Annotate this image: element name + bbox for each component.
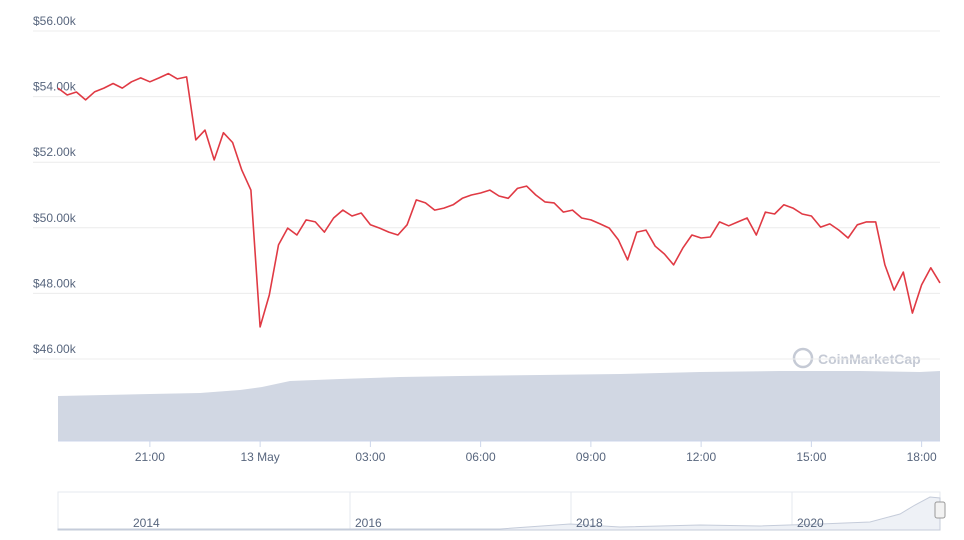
- navigator-label: 2020: [797, 516, 824, 530]
- navigator-label: 2018: [576, 516, 603, 530]
- navigator-frame: [57, 491, 941, 531]
- y-tick-label: $54.00k: [33, 80, 77, 94]
- navigator-handle[interactable]: [934, 501, 946, 519]
- price-line: [57, 72, 941, 328]
- navigator-series: [57, 496, 941, 531]
- x-tick-label: 13 May: [240, 450, 279, 464]
- watermark: CoinMarketCap: [792, 347, 921, 369]
- navigator: [57, 491, 946, 531]
- navigator-label: 2014: [133, 516, 160, 530]
- volume-area: [58, 371, 940, 441]
- y-tick-label: $46.00k: [33, 342, 77, 356]
- x-tick-label: 21:00: [135, 450, 165, 464]
- x-tick-label: 06:00: [466, 450, 496, 464]
- x-tick-label: 12:00: [686, 450, 716, 464]
- x-tick-label: 15:00: [796, 450, 826, 464]
- y-tick-label: $50.00k: [33, 211, 77, 225]
- y-tick-label: $48.00k: [33, 276, 77, 290]
- navigator-label: 2016: [355, 516, 382, 530]
- x-tick-label: 03:00: [355, 450, 385, 464]
- y-tick-label: $52.00k: [33, 145, 77, 159]
- watermark-logo: [792, 347, 814, 369]
- x-tick-label: 18:00: [907, 450, 937, 464]
- y-tick-label: $56.00k: [33, 14, 77, 28]
- x-tick-label: 09:00: [576, 450, 606, 464]
